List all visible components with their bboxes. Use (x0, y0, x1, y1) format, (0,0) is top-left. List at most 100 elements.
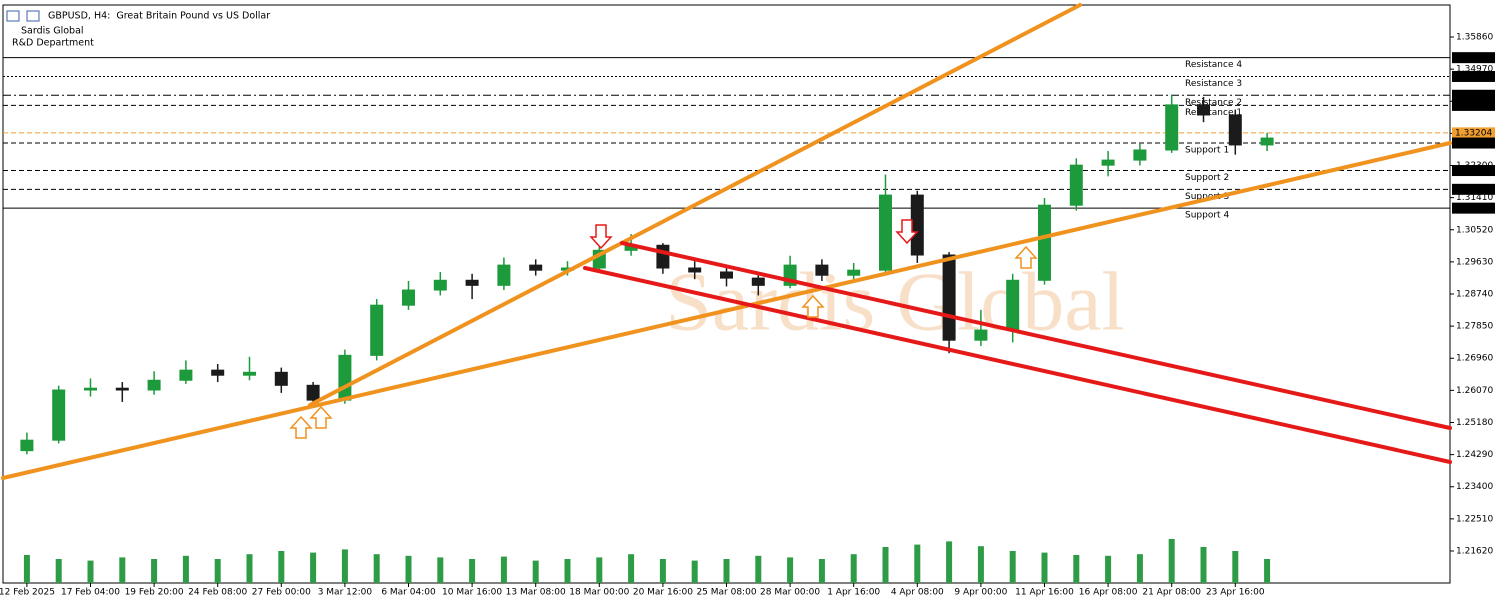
level-value: 1.35288 (1455, 53, 1492, 63)
candle-body (847, 269, 861, 276)
level-tag (1452, 70, 1495, 82)
candle-body (274, 371, 288, 386)
volume-bar (1105, 555, 1112, 583)
volume-bar (659, 559, 666, 583)
volume-bar (818, 559, 825, 583)
volume-bar (469, 559, 476, 583)
volume-bar (882, 547, 889, 583)
candle-body (751, 277, 765, 286)
level-value: 1.32161 (1455, 166, 1492, 176)
level-tag (1452, 165, 1495, 177)
volume-bar (977, 546, 984, 583)
candle-body (1038, 204, 1051, 281)
level-tag (1452, 137, 1495, 149)
candle-body (1069, 164, 1083, 206)
candle-body (84, 387, 97, 391)
trend-line (1, 141, 1452, 480)
y-tick-label: 1.34970 (1456, 65, 1493, 75)
volume-bar (373, 554, 380, 583)
y-tick-label: 1.23400 (1456, 482, 1493, 492)
level-tag (1452, 89, 1495, 101)
volume-bar (596, 557, 603, 583)
y-tick-label: 1.35860 (1456, 33, 1493, 43)
buy-arrow (801, 294, 825, 318)
volume-bar (55, 559, 62, 583)
volume-bar (500, 556, 507, 583)
candle-body (370, 304, 384, 356)
candle-body (720, 271, 733, 279)
volume-bar (1264, 559, 1271, 583)
level-tag (1452, 52, 1495, 64)
volume-bar (946, 541, 953, 583)
y-tick-label: 1.22510 (1456, 514, 1493, 524)
volume-bar (182, 555, 189, 583)
candle-body (1006, 279, 1020, 331)
volume-bar (1009, 551, 1016, 583)
x-tick-label: 25 Mar 08:00 (696, 588, 756, 598)
candle-body (1165, 104, 1179, 151)
volume-bar (755, 555, 762, 583)
volume-bar (628, 554, 635, 583)
x-tick-label: 12 Feb 2025 (0, 588, 55, 598)
arrows (289, 219, 1038, 439)
volume-bar (850, 554, 857, 583)
candle-body (433, 279, 447, 291)
candle-body (815, 264, 829, 276)
candle-body (656, 244, 670, 269)
candle-body (529, 264, 543, 271)
y-tick-label: 1.28740 (1456, 290, 1493, 300)
y-tick-label: 1.26070 (1456, 386, 1493, 396)
volume-bar (787, 557, 794, 583)
level-tag (1452, 99, 1495, 111)
x-tick-label: 13 Mar 08:00 (506, 588, 566, 598)
buy-arrow (309, 405, 333, 429)
level-tag (1452, 202, 1495, 214)
chart-title: GBPUSD, H4: Great Britain Pound vs US Do… (48, 11, 270, 22)
plot-frame (2, 4, 1451, 584)
icon (6, 10, 20, 22)
x-tick-label: 1 Apr 16:00 (827, 588, 880, 598)
volume-bar (437, 557, 444, 583)
volume-bar (532, 560, 539, 583)
candle-body (402, 289, 415, 306)
candle-body (879, 194, 892, 271)
volume-bar (691, 560, 698, 583)
candle-body (688, 267, 702, 273)
y-tick-label: 1.31410 (1456, 193, 1493, 203)
level-name: Resistance 1 (1185, 108, 1242, 118)
candle-body (1228, 114, 1242, 146)
volume-bar (1232, 551, 1239, 583)
volume-bar (1200, 547, 1207, 583)
level-name: Resistance 3 (1185, 79, 1242, 89)
level-name: Resistance 2 (1185, 98, 1242, 108)
level-value: 1.31640 (1455, 185, 1492, 195)
channel-line (620, 241, 1452, 430)
sell-arrow (589, 224, 613, 250)
volume-bar (310, 552, 317, 583)
trend-lines (1, 3, 1452, 480)
x-tick-label: 11 Apr 16:00 (1015, 588, 1074, 598)
candle-body (465, 279, 479, 286)
candle-body (179, 369, 193, 381)
volume-bar (87, 560, 94, 583)
y-tick-label: 1.25180 (1456, 418, 1493, 428)
y-tick-label: 1.30520 (1456, 225, 1493, 235)
buy-arrow (289, 415, 313, 439)
candle-body (52, 389, 66, 441)
candle-body (338, 354, 352, 401)
candle-body (211, 369, 225, 376)
icon (26, 10, 40, 22)
level-tag (1452, 127, 1495, 139)
levels: Resistance 4 Resistance 3 Resistance 2Resi… (3, 57, 1450, 221)
volume-bar (214, 559, 221, 583)
volume-bar (278, 551, 285, 583)
volume-bar (1168, 539, 1175, 583)
x-tick-label: 23 Apr 16:00 (1206, 588, 1265, 598)
volume-bar (564, 559, 571, 583)
level-value: 1.31119 (1455, 204, 1492, 214)
candle-body (243, 371, 256, 376)
x-tick-label: 10 Mar 16:00 (442, 588, 502, 598)
volume-bar (1136, 554, 1143, 583)
y-tick-label: 1.27850 (1456, 322, 1493, 332)
